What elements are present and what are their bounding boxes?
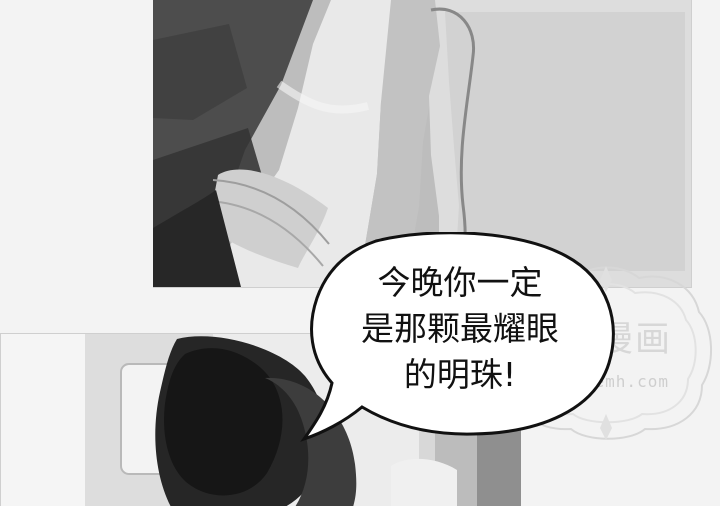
speech-line-3: 的明珠! bbox=[403, 355, 517, 394]
speech-bubble-shape bbox=[300, 232, 615, 442]
speech-bubble-text: 今晚你一定 是那颗最耀眼 的明珠! bbox=[322, 260, 598, 398]
speech-line-2: 是那颗最耀眼 bbox=[361, 309, 559, 348]
speech-bubble: 今晚你一定 是那颗最耀眼 的明珠! bbox=[298, 232, 622, 442]
speech-line-1: 今晚你一定 bbox=[377, 263, 543, 302]
